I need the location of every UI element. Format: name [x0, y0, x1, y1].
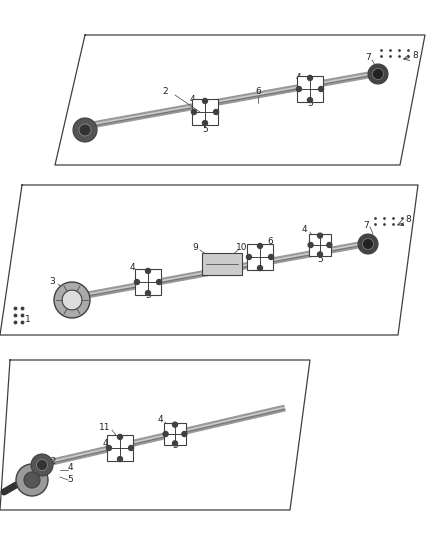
- FancyBboxPatch shape: [247, 244, 273, 270]
- Text: 4: 4: [301, 225, 307, 235]
- Circle shape: [327, 243, 332, 247]
- Circle shape: [202, 120, 208, 126]
- Text: 10: 10: [236, 244, 248, 253]
- Circle shape: [318, 233, 322, 238]
- Text: 4: 4: [67, 463, 73, 472]
- Circle shape: [318, 252, 322, 257]
- Text: 4: 4: [129, 263, 135, 272]
- Text: 6: 6: [255, 87, 261, 96]
- Text: 12: 12: [46, 457, 58, 466]
- Circle shape: [307, 98, 312, 102]
- Circle shape: [297, 86, 301, 92]
- Text: 5: 5: [145, 292, 151, 301]
- Circle shape: [24, 472, 40, 488]
- Circle shape: [202, 99, 208, 103]
- Circle shape: [318, 86, 324, 92]
- FancyBboxPatch shape: [297, 76, 323, 102]
- FancyBboxPatch shape: [309, 234, 331, 256]
- Text: 11: 11: [99, 424, 111, 432]
- FancyBboxPatch shape: [135, 269, 161, 295]
- Circle shape: [173, 441, 177, 446]
- Text: 7: 7: [363, 221, 369, 230]
- Circle shape: [191, 109, 197, 115]
- Circle shape: [214, 109, 219, 115]
- Circle shape: [16, 464, 48, 496]
- FancyBboxPatch shape: [192, 99, 218, 125]
- Circle shape: [31, 454, 53, 476]
- Text: 9: 9: [192, 244, 198, 253]
- Circle shape: [106, 446, 111, 450]
- Text: 10: 10: [222, 268, 234, 277]
- Circle shape: [62, 290, 82, 310]
- Text: 7: 7: [365, 53, 371, 62]
- Circle shape: [247, 254, 251, 260]
- Text: 4: 4: [189, 95, 195, 104]
- Text: 5: 5: [202, 125, 208, 134]
- Text: 5: 5: [172, 441, 178, 450]
- Circle shape: [145, 290, 151, 296]
- Circle shape: [145, 269, 151, 273]
- Text: 5: 5: [117, 456, 123, 464]
- Text: 4: 4: [295, 74, 301, 83]
- Circle shape: [134, 279, 139, 285]
- Circle shape: [156, 279, 162, 285]
- Circle shape: [73, 118, 97, 142]
- Text: 5: 5: [317, 255, 323, 264]
- Circle shape: [128, 446, 134, 450]
- Circle shape: [258, 244, 262, 248]
- Circle shape: [307, 76, 312, 80]
- Circle shape: [117, 434, 123, 439]
- Circle shape: [182, 432, 187, 437]
- Text: 6: 6: [267, 238, 273, 246]
- Circle shape: [268, 254, 274, 260]
- Text: 8: 8: [412, 51, 418, 60]
- Text: 8: 8: [405, 215, 411, 224]
- Text: 5: 5: [307, 100, 313, 109]
- Circle shape: [358, 234, 378, 254]
- Circle shape: [363, 238, 374, 249]
- Circle shape: [79, 124, 91, 136]
- Circle shape: [163, 432, 168, 437]
- Text: 4: 4: [102, 440, 108, 448]
- Text: 5: 5: [67, 475, 73, 484]
- Text: 4: 4: [157, 416, 163, 424]
- Circle shape: [372, 69, 384, 79]
- Text: 3: 3: [49, 278, 55, 287]
- FancyBboxPatch shape: [107, 435, 133, 461]
- Circle shape: [36, 459, 47, 471]
- Circle shape: [117, 457, 123, 462]
- Circle shape: [368, 64, 388, 84]
- Text: 1: 1: [25, 316, 31, 325]
- FancyBboxPatch shape: [202, 253, 242, 275]
- FancyBboxPatch shape: [164, 423, 186, 445]
- Circle shape: [258, 265, 262, 271]
- Circle shape: [54, 282, 90, 318]
- Circle shape: [308, 243, 313, 247]
- Circle shape: [173, 422, 177, 427]
- Text: 2: 2: [162, 87, 168, 96]
